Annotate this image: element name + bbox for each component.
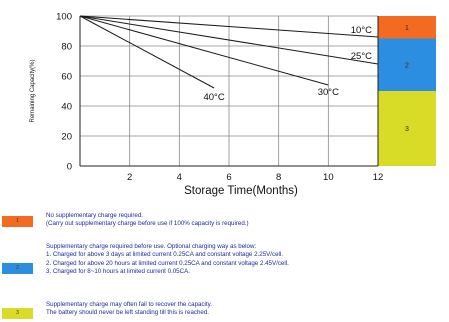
x-tick-label: 4 — [177, 172, 182, 183]
series-line — [79, 15, 329, 86]
legend-swatch-3: 3 — [2, 308, 33, 319]
series-label: 40°C — [203, 92, 224, 103]
legend-line: 3. Charged for 8~10 hours at limited cur… — [46, 267, 190, 275]
legend-line: Supplementary charge required before use… — [46, 243, 257, 250]
legend-line: Supplementary charge may often fail to r… — [46, 301, 213, 308]
y-tick-label: 0 — [67, 162, 72, 173]
zone-band-2 — [378, 38, 436, 91]
y-axis-title: Remaining Capacity(%) — [30, 59, 36, 122]
zone-band-1 — [378, 16, 436, 39]
x-tick-label: 8 — [276, 172, 281, 183]
zone-label: 3 — [405, 126, 409, 133]
y-tick-label: 100 — [56, 12, 72, 23]
legend-line: 2. Charged for above 20 hours at limited… — [46, 259, 289, 267]
series-line — [79, 15, 215, 89]
legend-line: The battery should never be left standin… — [46, 309, 210, 317]
zone-label: 2 — [405, 62, 409, 69]
y-tick-label: 80 — [61, 42, 72, 53]
x-tick-label: 12 — [373, 172, 384, 183]
legend-text-2: Supplementary charge required before use… — [46, 243, 289, 276]
x-axis-title: Storage Time(Months) — [184, 185, 298, 197]
y-tick-label: 20 — [61, 132, 72, 143]
y-tick-label: 40 — [61, 102, 72, 113]
x-tick-label: 2 — [127, 172, 132, 183]
zone-label: 1 — [405, 25, 409, 32]
legend-swatch-1: 1 — [2, 216, 33, 227]
legend-line: No supplementary charge required. — [46, 212, 143, 219]
legend-swatch-2: 2 — [2, 263, 33, 274]
series-line — [79, 15, 379, 65]
series-label: 10°C — [351, 25, 372, 36]
zone-band-3 — [378, 91, 436, 166]
y-tick-label: 60 — [61, 72, 72, 83]
legend-text-1: No supplementary charge required. (Carry… — [46, 212, 249, 229]
legend-line: (Carry out supplementary charge before u… — [46, 220, 249, 228]
series-label: 25°C — [351, 51, 372, 62]
x-tick-label: 6 — [226, 172, 231, 183]
series-label: 30°C — [318, 87, 339, 98]
legend-text-3: Supplementary charge may often fail to r… — [46, 301, 212, 318]
x-tick-label: 10 — [323, 172, 334, 183]
legend-line: 1. Charged for above 3 days at limited c… — [46, 251, 283, 259]
series-line — [79, 15, 379, 38]
